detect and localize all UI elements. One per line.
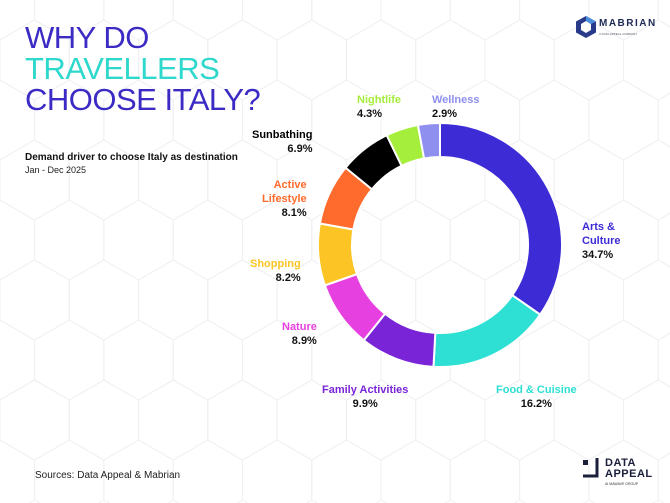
title-line-3: CHOOSE ITALY? <box>25 82 261 117</box>
data-label: Nightlife 4.3% <box>357 93 401 121</box>
value-label: 6.9% <box>287 143 313 155</box>
value-label: 8.2% <box>275 272 301 284</box>
data-appeal-mark-icon <box>583 458 599 478</box>
donut-segment-shopping <box>317 222 359 287</box>
title-line-1: WHY DO <box>25 20 149 55</box>
category-label: Family Activities <box>322 384 409 396</box>
value-label: 8.1% <box>281 207 307 219</box>
category-label: Sunbathing <box>252 129 313 141</box>
category-label: Active Lifestyle <box>262 179 307 205</box>
data-label: Arts & Culture 34.7% <box>582 220 621 262</box>
value-label: 2.9% <box>432 108 458 120</box>
hexagon-pattern <box>657 332 670 388</box>
category-label: Nightlife <box>357 94 401 106</box>
value-label: 16.2% <box>520 398 552 410</box>
value-label: 8.9% <box>291 335 317 347</box>
donut-segment-wellness <box>416 121 441 160</box>
value-label: 4.3% <box>357 108 383 120</box>
donut-segment-food-cuisine <box>432 293 542 368</box>
category-label: Arts & Culture <box>582 221 621 247</box>
data-label: Sunbathing 6.9% <box>252 128 313 156</box>
value-label: 9.9% <box>352 398 378 410</box>
title-line-2: TRAVELLERS <box>25 51 220 86</box>
category-label: Shopping <box>250 258 301 270</box>
data-label: Food & Cuisine 16.2% <box>496 383 577 411</box>
chart-subtitle: Demand driver to choose Italy as destina… <box>25 152 238 163</box>
category-label: Wellness <box>432 94 480 106</box>
hexagon-pattern <box>657 92 670 148</box>
category-label: Food & Cuisine <box>496 384 577 396</box>
data-label: Family Activities 9.9% <box>322 383 408 411</box>
category-label: Nature <box>282 321 317 333</box>
mabrian-logo: MABRIAN A DATA APPEAL COMPANY <box>575 15 655 44</box>
page-title: WHY DO TRAVELLERS CHOOSE ITALY? <box>25 20 261 117</box>
mabrian-hexagon-icon <box>576 16 596 38</box>
value-label: 34.7% <box>582 249 614 261</box>
sources-note: Sources: Data Appeal & Mabrian <box>35 470 181 481</box>
hexagon-pattern <box>657 212 670 268</box>
data-label: Shopping 8.2% <box>250 257 301 285</box>
data-label: Wellness 2.9% <box>432 93 480 121</box>
data-label: Active Lifestyle 8.1% <box>262 178 307 220</box>
chart-period: Jan - Dec 2025 <box>25 165 87 175</box>
hexagon-pattern <box>657 452 670 503</box>
donut-segment-arts-culture <box>439 121 564 317</box>
data-appeal-logo: DATA APPEAL AI MAWAVE GROUP <box>583 458 652 486</box>
data-label: Nature 8.9% <box>282 320 317 348</box>
